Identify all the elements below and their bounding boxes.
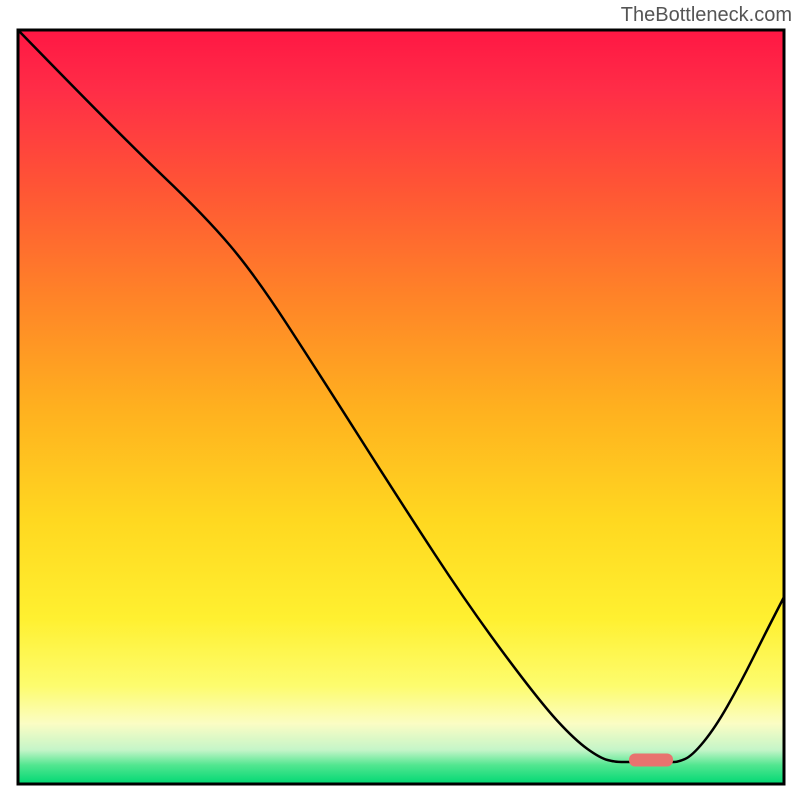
- chart-svg: [0, 0, 800, 800]
- chart-container: TheBottleneck.com: [0, 0, 800, 800]
- plot-background: [18, 30, 784, 784]
- trough-marker: [629, 754, 673, 767]
- watermark-text: TheBottleneck.com: [621, 4, 792, 27]
